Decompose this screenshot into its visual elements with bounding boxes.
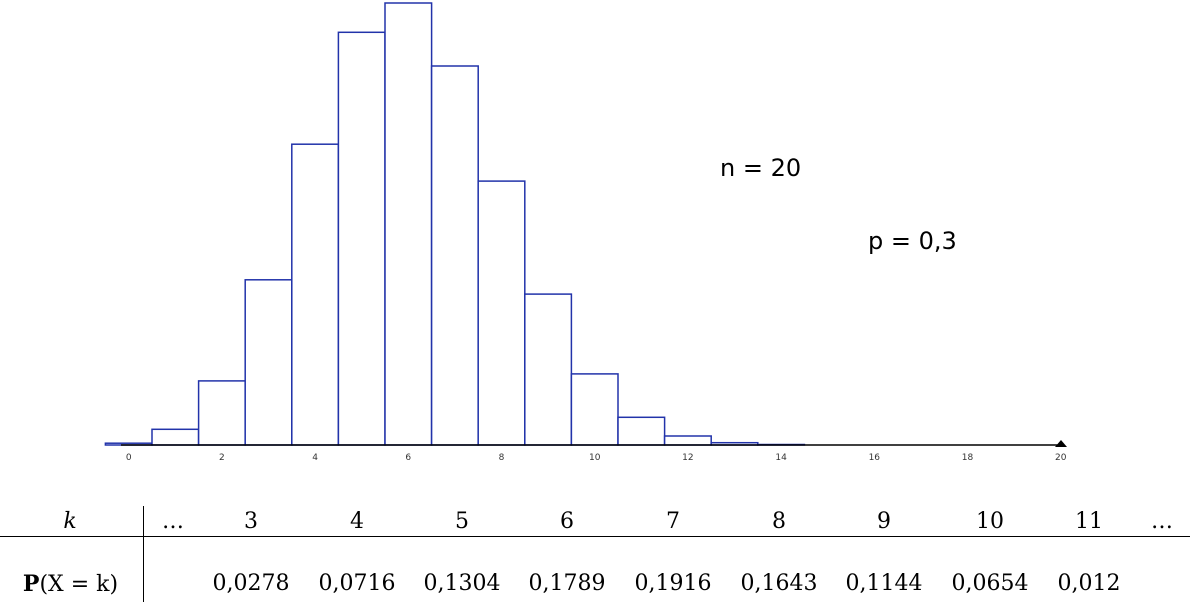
x-tick-label: 12: [682, 453, 693, 463]
row-header-probability: P(X = k): [8, 560, 133, 608]
x-tick-label: 10: [589, 453, 601, 463]
histogram-bar-k10: [570, 373, 619, 446]
histogram-bar-k4: [291, 143, 340, 446]
binomial-histogram: 0 2 4 6 8 10 12 14 16 18 20 n = 20 p = 0,3: [104, 2, 1067, 463]
histogram-bar-k5: [337, 31, 386, 446]
probability-argument: (X = k): [39, 572, 119, 597]
table-cell-probability: 0,012: [1057, 571, 1121, 596]
probability-symbol: P: [22, 571, 40, 597]
histogram-bar-k6: [384, 2, 433, 446]
table-cell-probability: 0,0654: [951, 571, 1029, 596]
table-cell-probability: 0,0716: [318, 571, 396, 596]
table-vertical-rule: [143, 506, 144, 602]
axis-end-marker: [1055, 440, 1067, 447]
x-tick-label: 20: [1055, 453, 1067, 463]
table-cell-probability: 0,1643: [740, 571, 818, 596]
histogram-bar-k3: [244, 279, 293, 446]
histogram-bar-k1: [151, 428, 200, 446]
table-cell-probability: 0,1304: [423, 571, 501, 596]
bars-group: [104, 2, 806, 446]
x-tick-label: 0: [126, 453, 132, 463]
x-tick-label: 2: [219, 453, 225, 463]
histogram-bar-k8: [477, 180, 526, 446]
ellipsis-left-k: …: [162, 509, 184, 534]
x-tick-label: 6: [405, 453, 411, 463]
x-tick-label: 8: [499, 453, 505, 463]
ellipsis-right-k: …: [1151, 509, 1173, 534]
x-tick-label: 16: [869, 453, 881, 463]
table-cell-k: 3: [244, 509, 258, 534]
table-cell-probability: 0,1144: [845, 571, 923, 596]
annotation-p: p = 0,3: [868, 227, 957, 255]
histogram-bar-k11: [617, 416, 666, 446]
histogram-bar-k12: [663, 435, 712, 446]
row-header-k: k: [63, 509, 77, 534]
table-cell-k: 8: [772, 509, 786, 534]
x-tick-label: 18: [962, 453, 974, 463]
x-tick-label: 14: [775, 453, 787, 463]
table-cell-probability: 0,1789: [528, 571, 606, 596]
annotation-n: n = 20: [720, 154, 801, 182]
table-cell-probability: 0,1916: [634, 571, 712, 596]
table-horizontal-rule: [0, 536, 1190, 537]
table-row-probability: P(X = k) 0,0278 0,0716 0,1304 0,1789 0,1916 0…: [0, 560, 1190, 608]
histogram-bar-k2: [197, 380, 246, 446]
histogram-bar-k9: [524, 293, 573, 446]
table-cell-k: 10: [976, 509, 1004, 534]
table-cell-probability: 0,0278: [212, 571, 290, 596]
histogram-bar-k7: [430, 65, 479, 446]
probability-table: k … … 3 4 5 6 7 8 9 10 11 P(X = k) 0,0278 0,0716 0…: [0, 498, 1190, 602]
table-cell-k: 11: [1075, 509, 1103, 534]
table-cell-k: 5: [455, 509, 469, 534]
table-cell-k: 9: [877, 509, 891, 534]
x-tick-label: 4: [312, 453, 318, 463]
table-cell-k: 7: [666, 509, 680, 534]
table-cell-k: 6: [560, 509, 574, 534]
table-cell-k: 4: [350, 509, 364, 534]
table-row-k: k … … 3 4 5 6 7 8 9 10 11: [0, 498, 1190, 546]
x-tick-labels: 0 2 4 6 8 10 12 14 16 18 20: [126, 453, 1067, 463]
